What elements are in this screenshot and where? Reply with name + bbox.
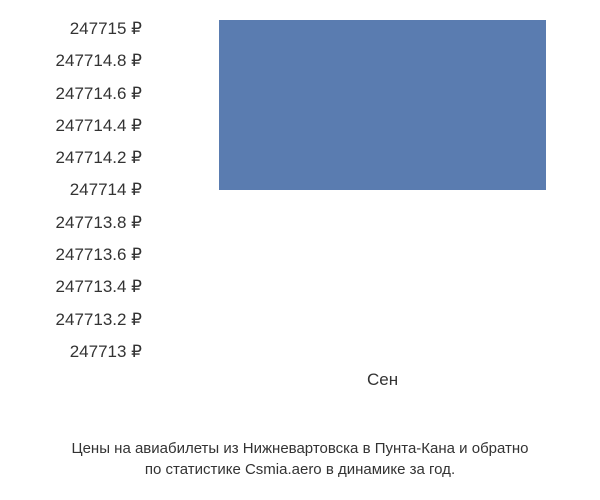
y-tick: 247713 ₽ (0, 343, 150, 360)
y-tick: 247713.6 ₽ (0, 246, 150, 263)
y-tick: 247714.2 ₽ (0, 149, 150, 166)
y-tick: 247713.8 ₽ (0, 214, 150, 231)
chart-container: 247715 ₽ 247714.8 ₽ 247714.6 ₽ 247714.4 … (0, 0, 600, 420)
y-tick: 247714 ₽ (0, 181, 150, 198)
caption-line-1: Цены на авиабилеты из Нижневартовска в П… (71, 440, 528, 457)
y-tick: 247715 ₽ (0, 20, 150, 37)
y-tick: 247713.2 ₽ (0, 311, 150, 328)
chart-caption: Цены на авиабилеты из Нижневартовска в П… (0, 438, 600, 480)
x-tick: Сен (367, 370, 398, 390)
caption-line-2: по статистике Csmia.aero в динамике за г… (145, 461, 455, 478)
y-tick: 247714.8 ₽ (0, 52, 150, 69)
bar (219, 20, 547, 190)
y-axis: 247715 ₽ 247714.8 ₽ 247714.6 ₽ 247714.4 … (0, 20, 150, 360)
y-tick: 247713.4 ₽ (0, 278, 150, 295)
y-tick: 247714.6 ₽ (0, 85, 150, 102)
y-tick: 247714.4 ₽ (0, 117, 150, 134)
plot-area (160, 20, 580, 360)
x-axis: Сен (160, 370, 580, 400)
